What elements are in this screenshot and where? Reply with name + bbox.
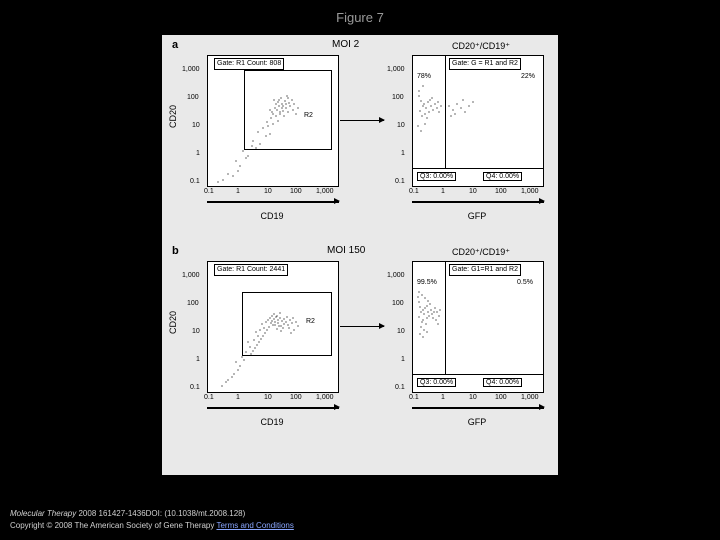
axis-arrow-x — [207, 407, 339, 409]
q2-a: 22% — [521, 73, 535, 80]
gate-b-right-label: Gate: G1=R1 and R2 — [449, 264, 521, 276]
q2-b: 0.5% — [517, 279, 533, 286]
axis-arrow-x — [207, 201, 339, 203]
panel-b-right-plot: Gate: G1=R1 and R2 99.5% 0.5% Q3: 0.00% … — [412, 261, 544, 393]
link-arrow-a — [340, 120, 384, 121]
region-b-left: R2 — [306, 318, 315, 325]
panel-a-right-plot: Gate: G = R1 and R2 78% 22% Q3: 0.00% Q4… — [412, 55, 544, 187]
q4-b: Q4: 0.00% — [483, 378, 522, 387]
panel-a-left-plot: Gate: R1 Count: 808 R2 — [207, 55, 339, 187]
panel-b-left-plot: Gate: R1 Count: 2441 R2 — [207, 261, 339, 393]
gate-a-left-label: Gate: R1 Count: 808 — [214, 58, 284, 70]
panel-a-moi: MOI 2 — [332, 39, 359, 50]
figure-image: a MOI 2 CD20⁺/CD19⁺ Gate: R1 Count: 808 … — [162, 35, 558, 475]
q1-b: 99.5% — [417, 279, 437, 286]
panel-b-left-xlabel: CD19 — [207, 417, 337, 427]
panel-b-label: b — [172, 245, 179, 257]
gate-a-right-label: Gate: G = R1 and R2 — [449, 58, 521, 70]
panel-a-right-xlabel: GFP — [412, 211, 542, 221]
panel-b-right-title: CD20⁺/CD19⁺ — [452, 247, 510, 258]
copyright-text: Copyright © 2008 The American Society of… — [10, 521, 216, 530]
q3-b: Q3: 0.00% — [417, 378, 456, 387]
q1-a: 78% — [417, 73, 431, 80]
q3-a: Q3: 0.00% — [417, 172, 456, 181]
citation: Molecular Therapy 2008 161427-1436DOI: (… — [10, 509, 245, 518]
gate-b-left-label: Gate: R1 Count: 2441 — [214, 264, 288, 276]
axis-arrow-x — [412, 407, 544, 409]
gate-b-left-box — [242, 292, 332, 356]
panel-a-label: a — [172, 39, 178, 51]
terms-link[interactable]: Terms and Conditions — [216, 521, 293, 530]
panel-a-left-ylabel: CD20 — [168, 105, 178, 128]
link-arrow-b — [340, 326, 384, 327]
citation-rest: 2008 161427-1436DOI: (10.1038/mt.2008.12… — [76, 509, 245, 518]
region-a-left: R2 — [304, 112, 313, 119]
figure-title: Figure 7 — [0, 10, 720, 25]
panel-a-left-xlabel: CD19 — [207, 211, 337, 221]
q4-a: Q4: 0.00% — [483, 172, 522, 181]
gate-a-left-box — [244, 70, 332, 150]
panel-a-right-title: CD20⁺/CD19⁺ — [452, 41, 510, 52]
panel-b-moi: MOI 150 — [327, 245, 365, 256]
journal-name: Molecular Therapy — [10, 509, 76, 518]
copyright: Copyright © 2008 The American Society of… — [10, 521, 294, 530]
axis-arrow-x — [412, 201, 544, 203]
panel-b-left-ylabel: CD20 — [168, 311, 178, 334]
panel-b-right-xlabel: GFP — [412, 417, 542, 427]
